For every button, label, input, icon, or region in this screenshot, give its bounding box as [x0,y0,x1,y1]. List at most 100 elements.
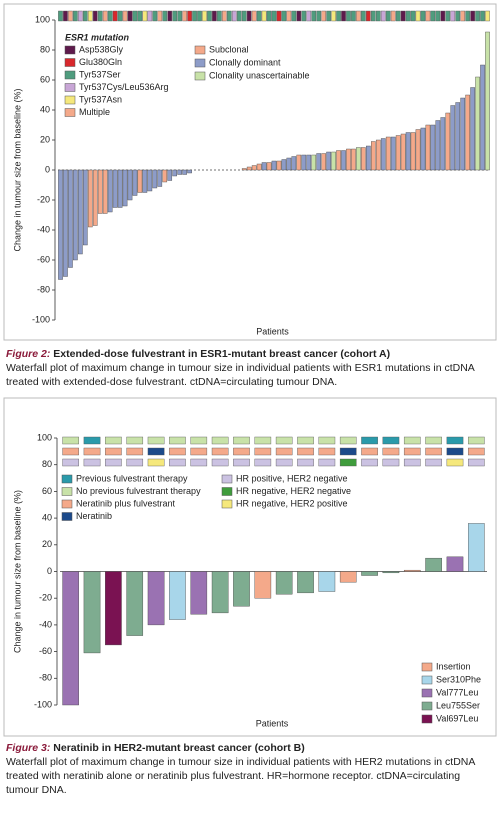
legend-swatch [194,58,206,68]
bar [147,169,153,192]
legend-label: Tyr537Asn [79,94,122,104]
legend-swatch [61,512,73,521]
legend-swatch [64,58,76,67]
bar [157,169,163,187]
bar [356,147,361,171]
bar [256,163,262,171]
status-cell [403,436,421,445]
status-cell [455,10,461,22]
bar [420,127,426,171]
status-cell [291,10,297,22]
bar [390,136,396,171]
bar [291,156,297,171]
status-cell [254,447,272,456]
status-cell [390,10,396,22]
bar [455,102,461,171]
status-cell [254,458,272,467]
status-cell [190,458,208,467]
bar [102,169,108,214]
bar [468,523,485,572]
status-cell [301,10,307,22]
bar [172,169,178,177]
legend-swatch [421,701,433,711]
status-cell [107,10,113,22]
status-cell [331,10,336,22]
bar [254,571,272,599]
status-cell [83,458,101,467]
status-cell [172,10,178,22]
status-cell [169,458,186,467]
status-cell [339,436,357,445]
y-axis-label: Change in tumour size from baseline (%) [12,88,22,251]
y-tick-label: -20 [39,593,52,603]
status-cell [197,10,202,22]
status-cell [382,458,400,467]
status-cell [256,10,262,22]
bar [346,148,351,171]
bar [107,169,113,213]
legend-swatch [421,688,433,698]
caption: Figure 2: Extended-dose fulvestrant in E… [6,347,494,389]
status-cell [177,10,182,22]
bar [190,571,208,615]
status-cell [356,10,361,22]
status-cell [361,447,378,456]
status-cell [226,10,232,22]
status-cell [341,10,346,22]
y-tick-label: 60 [42,486,52,496]
x-axis-label: Patients [256,326,289,336]
bar [403,569,421,572]
status-cell [485,10,490,22]
y-tick-label: -60 [39,646,52,656]
bar [162,169,168,183]
status-cell [361,458,378,467]
status-cell [403,458,421,467]
status-cell [425,447,442,456]
y-tick-label: 0 [45,164,50,174]
bar [152,169,158,189]
bar [87,169,93,228]
status-cell [147,436,165,445]
bar [375,139,381,171]
legend-label: Neratinib [76,511,112,521]
bar [187,169,192,174]
y-tick-label: -60 [37,254,50,264]
status-cell [142,10,148,22]
bar [63,169,68,277]
bar [266,162,272,171]
bar [415,129,421,171]
y-tick-label: -100 [32,314,50,324]
status-cell [83,436,101,445]
legend-swatch [61,474,73,484]
bar [147,571,165,626]
status-cell [233,436,250,445]
bar [78,169,83,255]
caption-title: Neratinib in HER2-mutant breast cancer (… [53,742,305,754]
legend-swatch [194,45,206,55]
status-cell [147,458,165,467]
bar [430,124,436,171]
status-cell [105,458,122,467]
status-cell [316,10,322,22]
status-cell [271,10,277,22]
bar [410,132,416,171]
status-cell [117,10,123,22]
caption-heading: Figure 2: Extended-dose fulvestrant in E… [6,347,494,361]
status-cell [266,10,272,22]
bar [400,133,406,171]
status-cell [430,10,436,22]
legend-label: Neratinib plus fulvestrant [76,498,176,508]
caption-title: Extended-dose fulvestrant in ESR1-mutant… [53,348,391,360]
legend-label: HR negative, HER2 positive [236,498,348,508]
status-cell [446,436,464,445]
y-tick-label: -80 [37,284,50,294]
bar [83,571,101,654]
bar [425,557,442,572]
status-cell [192,10,197,22]
status-cell [275,458,293,467]
status-cell [318,447,336,456]
bar [475,76,480,171]
status-cell [446,447,464,456]
status-cell [420,10,426,22]
